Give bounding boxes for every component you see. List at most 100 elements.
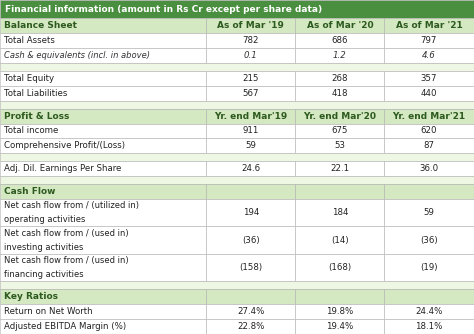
- Text: 59: 59: [424, 208, 434, 217]
- Bar: [384, 109, 474, 124]
- Bar: [384, 184, 474, 199]
- Text: Cash & equivalents (incl. in above): Cash & equivalents (incl. in above): [4, 51, 150, 60]
- Bar: [384, 254, 474, 281]
- Bar: [206, 86, 295, 101]
- Text: Total Assets: Total Assets: [4, 36, 55, 45]
- Text: 215: 215: [243, 74, 259, 83]
- Text: investing activities: investing activities: [4, 242, 83, 252]
- Bar: [0, 289, 206, 304]
- Text: 22.8%: 22.8%: [237, 322, 264, 331]
- Bar: [206, 319, 295, 334]
- Text: (14): (14): [331, 236, 349, 245]
- Bar: [0, 176, 474, 184]
- Text: 797: 797: [421, 36, 437, 45]
- Bar: [384, 289, 474, 304]
- Text: Net cash flow from / (utilized in): Net cash flow from / (utilized in): [4, 201, 139, 210]
- Text: Yr. end Mar'19: Yr. end Mar'19: [214, 112, 287, 121]
- Text: 27.4%: 27.4%: [237, 307, 264, 316]
- Bar: [384, 161, 474, 176]
- Bar: [0, 33, 206, 48]
- Bar: [295, 289, 384, 304]
- Bar: [206, 289, 295, 304]
- Text: 620: 620: [421, 127, 437, 136]
- Bar: [0, 161, 206, 176]
- Text: (158): (158): [239, 263, 262, 272]
- Text: 59: 59: [246, 141, 256, 150]
- Bar: [0, 101, 474, 109]
- Text: 567: 567: [243, 89, 259, 98]
- Bar: [384, 71, 474, 86]
- Bar: [295, 184, 384, 199]
- Text: 686: 686: [332, 36, 348, 45]
- Text: 19.4%: 19.4%: [326, 322, 354, 331]
- Text: Cash Flow: Cash Flow: [4, 187, 55, 196]
- Text: Total income: Total income: [4, 127, 58, 136]
- Text: 36.0: 36.0: [419, 164, 438, 173]
- Bar: [0, 319, 206, 334]
- Bar: [0, 86, 206, 101]
- Bar: [0, 184, 206, 199]
- Text: 194: 194: [243, 208, 259, 217]
- Text: Comprehensive Profit/(Loss): Comprehensive Profit/(Loss): [4, 141, 125, 150]
- Bar: [0, 226, 206, 254]
- Bar: [206, 184, 295, 199]
- Bar: [295, 254, 384, 281]
- Bar: [0, 153, 474, 161]
- Text: 440: 440: [421, 89, 437, 98]
- Bar: [0, 48, 206, 63]
- Bar: [295, 319, 384, 334]
- Bar: [384, 86, 474, 101]
- Bar: [295, 304, 384, 319]
- Text: (36): (36): [420, 236, 438, 245]
- Bar: [295, 109, 384, 124]
- Bar: [206, 199, 295, 226]
- Text: 675: 675: [332, 127, 348, 136]
- Bar: [206, 254, 295, 281]
- Text: 22.1: 22.1: [330, 164, 349, 173]
- Text: 18.1%: 18.1%: [415, 322, 443, 331]
- Bar: [295, 33, 384, 48]
- Text: Balance Sheet: Balance Sheet: [4, 21, 77, 30]
- Text: 19.8%: 19.8%: [326, 307, 354, 316]
- Text: As of Mar '19: As of Mar '19: [217, 21, 284, 30]
- Text: Total Equity: Total Equity: [4, 74, 54, 83]
- Bar: [384, 124, 474, 138]
- Bar: [0, 0, 474, 18]
- Bar: [384, 18, 474, 33]
- Text: Profit & Loss: Profit & Loss: [4, 112, 69, 121]
- Text: 268: 268: [332, 74, 348, 83]
- Bar: [206, 226, 295, 254]
- Bar: [206, 304, 295, 319]
- Bar: [206, 48, 295, 63]
- Text: Adj. Dil. Earnings Per Share: Adj. Dil. Earnings Per Share: [4, 164, 121, 173]
- Bar: [206, 109, 295, 124]
- Bar: [0, 199, 206, 226]
- Bar: [295, 138, 384, 153]
- Bar: [0, 124, 206, 138]
- Text: operating activities: operating activities: [4, 215, 85, 224]
- Text: 911: 911: [243, 127, 259, 136]
- Bar: [295, 86, 384, 101]
- Bar: [206, 71, 295, 86]
- Text: Key Ratios: Key Ratios: [4, 292, 58, 301]
- Text: 53: 53: [334, 141, 346, 150]
- Bar: [295, 71, 384, 86]
- Text: (19): (19): [420, 263, 438, 272]
- Text: 24.4%: 24.4%: [415, 307, 443, 316]
- Bar: [0, 281, 474, 289]
- Bar: [206, 138, 295, 153]
- Bar: [384, 33, 474, 48]
- Bar: [0, 254, 206, 281]
- Bar: [295, 18, 384, 33]
- Text: Adjusted EBITDA Margin (%): Adjusted EBITDA Margin (%): [4, 322, 126, 331]
- Text: Financial information (amount in Rs Cr except per share data): Financial information (amount in Rs Cr e…: [5, 5, 322, 14]
- Text: 418: 418: [332, 89, 348, 98]
- Bar: [0, 109, 206, 124]
- Text: (36): (36): [242, 236, 260, 245]
- Bar: [384, 199, 474, 226]
- Text: Total Liabilities: Total Liabilities: [4, 89, 67, 98]
- Text: 184: 184: [332, 208, 348, 217]
- Text: 782: 782: [243, 36, 259, 45]
- Bar: [0, 304, 206, 319]
- Text: 357: 357: [421, 74, 437, 83]
